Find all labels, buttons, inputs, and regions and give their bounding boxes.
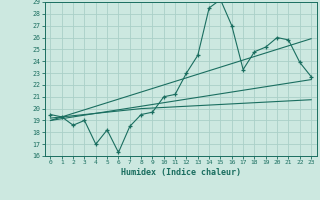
X-axis label: Humidex (Indice chaleur): Humidex (Indice chaleur)	[121, 168, 241, 177]
